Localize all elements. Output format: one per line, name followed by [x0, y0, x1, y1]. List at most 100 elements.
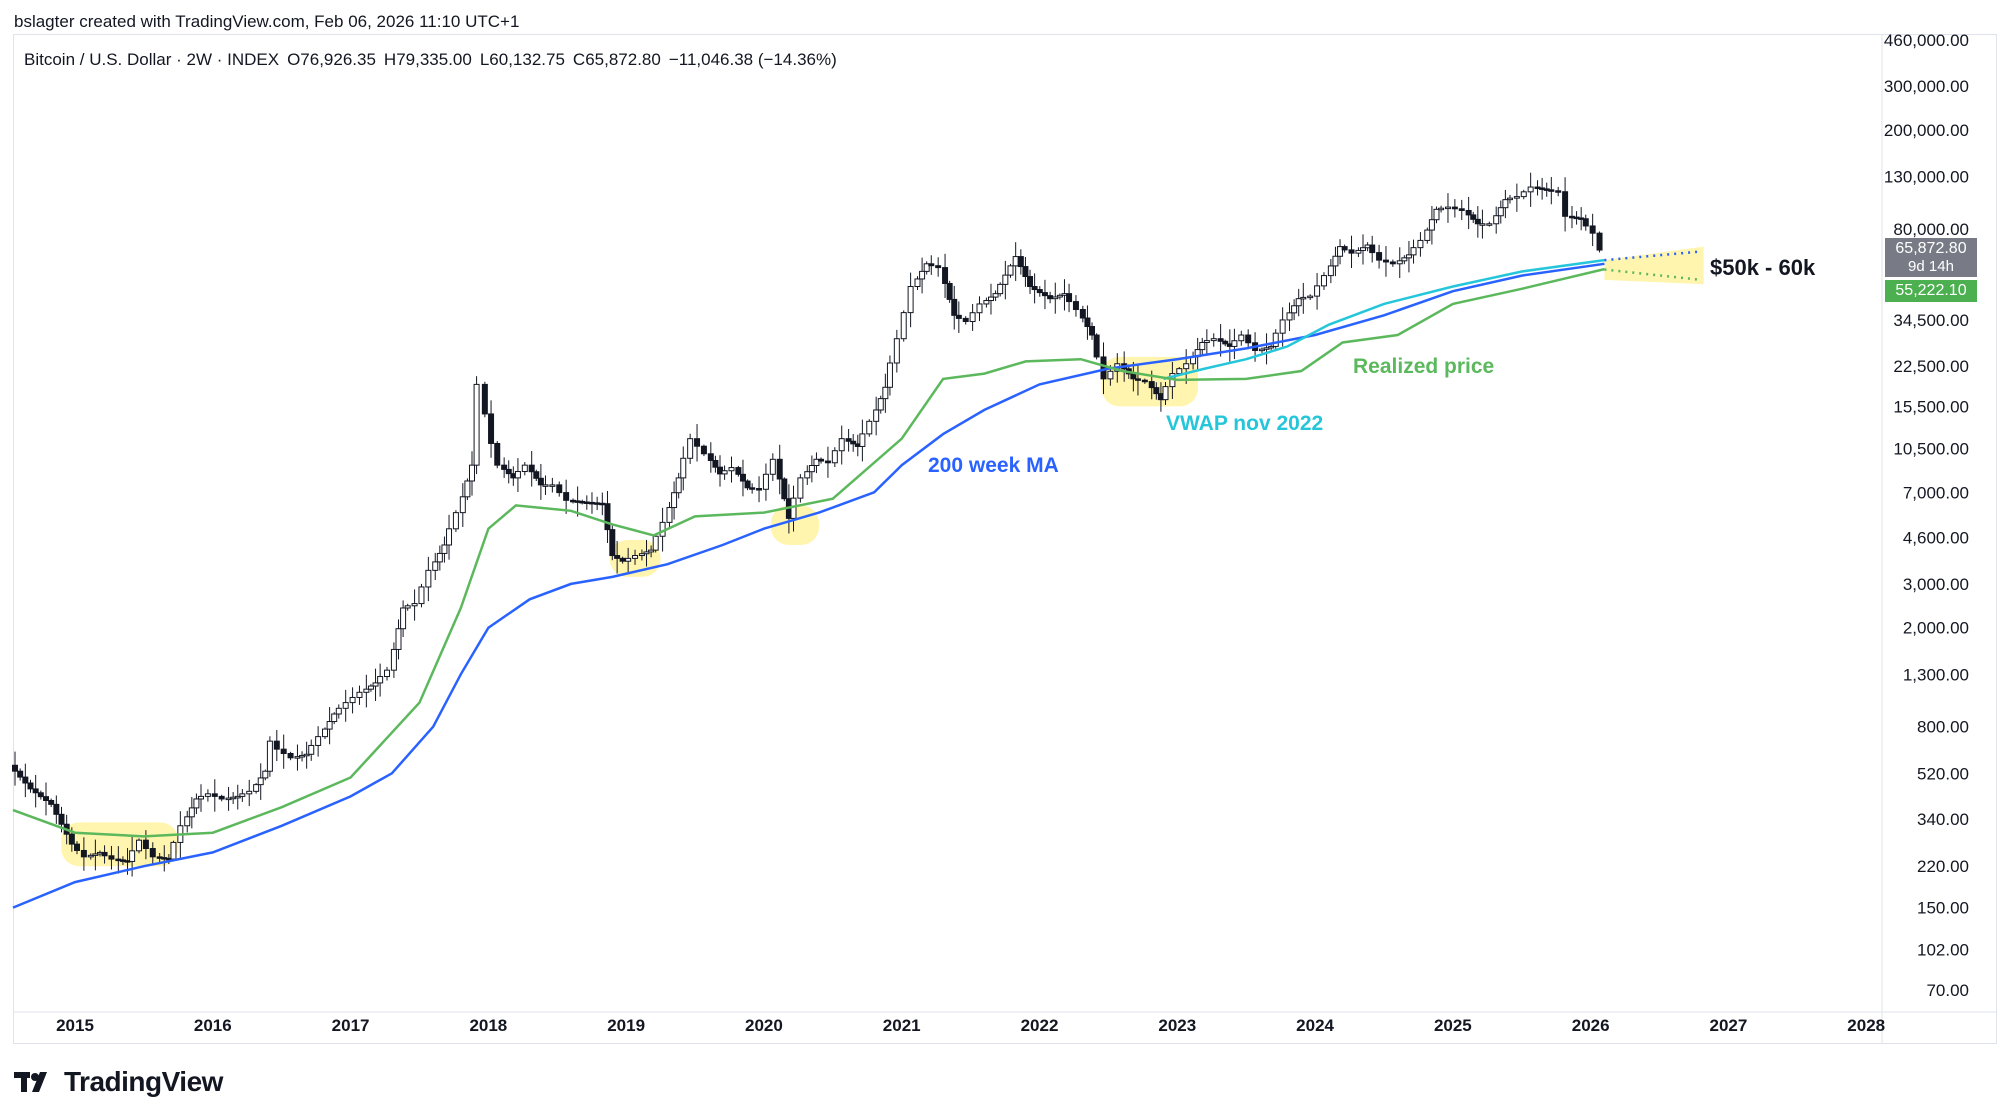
candle [22, 776, 29, 784]
candle [1210, 338, 1217, 342]
candle [946, 283, 953, 300]
candle [331, 713, 338, 723]
candle [1589, 225, 1596, 234]
candle [432, 561, 439, 571]
candle [594, 502, 601, 505]
candle [464, 480, 471, 498]
candle [1417, 239, 1424, 249]
x-tick-label: 2018 [469, 1016, 507, 1035]
candle [721, 470, 728, 475]
candle [1444, 206, 1451, 210]
symbol-label[interactable]: Bitcoin / U.S. Dollar · 2W · INDEX [24, 50, 280, 69]
candle [987, 296, 994, 302]
candle [32, 788, 39, 794]
x-tick-label: 2019 [607, 1016, 645, 1035]
candle [27, 782, 34, 790]
x-tick-label: 2015 [56, 1016, 94, 1035]
candle [1451, 206, 1458, 210]
candle [335, 707, 342, 715]
candle [549, 484, 556, 487]
candle [537, 477, 544, 486]
y-tick-label: 460,000.00 [1884, 31, 1969, 50]
candle [1268, 345, 1275, 349]
candle [824, 460, 831, 464]
candle [1562, 191, 1569, 217]
candle [280, 748, 287, 754]
candle [873, 409, 880, 422]
candle [845, 438, 852, 442]
candle [643, 551, 650, 555]
candle [1002, 274, 1009, 285]
y-tick-label: 80,000.00 [1893, 220, 1969, 239]
candle [769, 458, 776, 475]
candle [1327, 265, 1334, 277]
candle [707, 453, 714, 461]
high-value: H79,335.00 [383, 50, 472, 69]
candle [728, 467, 735, 472]
candle [411, 603, 418, 607]
candle [652, 535, 659, 551]
candle [983, 300, 990, 305]
candle [1596, 232, 1603, 251]
candle [384, 669, 391, 678]
y-tick-label: 10,500.00 [1893, 439, 1969, 458]
candle [992, 293, 999, 298]
candle [625, 557, 632, 562]
candle [1548, 189, 1555, 192]
candle [1263, 347, 1270, 350]
candle [756, 488, 763, 491]
candle [528, 464, 535, 473]
candle [1458, 208, 1465, 211]
candle [797, 477, 804, 499]
candle [1470, 214, 1477, 220]
candle [1506, 197, 1513, 201]
candle [37, 792, 44, 798]
candle [425, 569, 432, 588]
candle [273, 740, 280, 750]
x-tick-label: 2017 [332, 1016, 370, 1035]
candle [452, 512, 459, 530]
candle [315, 736, 322, 746]
tradingview-footer: TradingView [14, 1066, 223, 1098]
candle [976, 303, 983, 314]
candle [1258, 348, 1265, 352]
candle [1279, 319, 1286, 334]
candle [58, 813, 65, 825]
candle [170, 841, 177, 860]
candle [866, 420, 873, 435]
candle [749, 487, 756, 490]
candle [1012, 256, 1019, 267]
candle [1130, 373, 1137, 380]
candle [1291, 305, 1298, 314]
x-tick-label: 2023 [1158, 1016, 1196, 1035]
candle [1017, 256, 1024, 268]
x-tick-label: 2027 [1710, 1016, 1748, 1035]
y-tick-label: 340.00 [1917, 810, 1969, 829]
candle [1555, 190, 1562, 193]
y-tick-label: 22,500.00 [1893, 357, 1969, 376]
candle [1479, 223, 1486, 226]
tradingview-brand: TradingView [64, 1066, 223, 1097]
candle [583, 501, 590, 504]
candle [1424, 229, 1431, 241]
candle [1527, 186, 1534, 193]
candle [680, 457, 687, 479]
candle [342, 702, 349, 709]
candle [886, 362, 893, 388]
x-tick-label: 2021 [883, 1016, 921, 1035]
candle [488, 413, 495, 444]
candle [1217, 338, 1224, 342]
candle [955, 314, 962, 319]
candle [882, 386, 889, 400]
series-line-realized-price [12, 267, 1605, 838]
low-value: L60,132.75 [479, 50, 565, 69]
last-price-tag: 65,872.80 9d 14h [1885, 238, 1977, 277]
candle [1465, 209, 1472, 216]
candle [1348, 249, 1355, 254]
candle [735, 467, 742, 475]
candle [377, 676, 384, 684]
candle [1153, 387, 1160, 395]
chart-frame [13, 34, 1997, 1044]
candle [951, 298, 958, 316]
